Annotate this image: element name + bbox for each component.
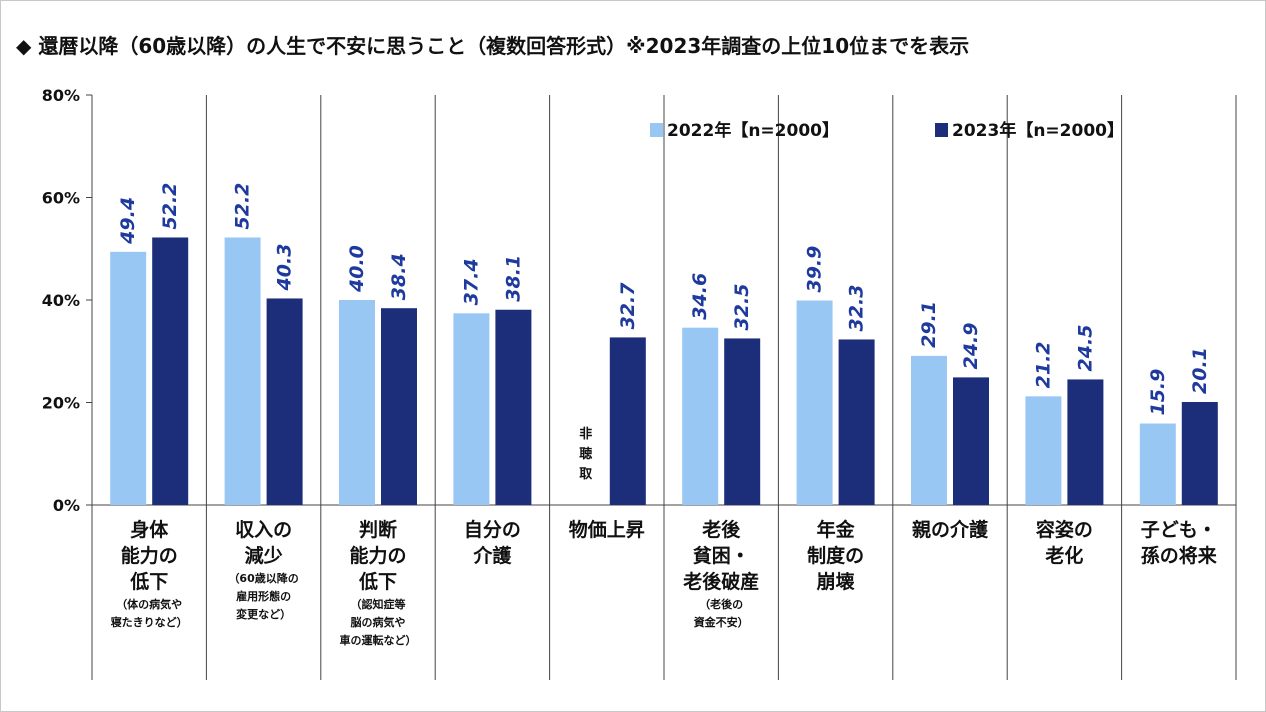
category-label: 制度の [807,544,864,567]
category-label: 崩壊 [817,570,856,593]
category-sublabel: （認知症等 [351,597,406,611]
not-asked-label: 聴 [579,446,592,462]
bar-2022 [110,251,147,505]
y-tick-label: 0% [53,496,80,515]
legend-label: 2023年【n=2000】 [952,120,1124,141]
legend-label: 2022年【n=2000】 [667,120,839,141]
category-label: 能力の [349,544,406,567]
bar-2023 [266,298,303,505]
category-label: 老後破産 [683,570,759,593]
data-label: 52.2 [232,183,254,230]
category-label: 低下 [129,570,168,593]
category-label: 子ども・ [1141,519,1217,541]
bar-2023 [1181,401,1218,505]
bar-2023 [953,377,989,505]
data-label: 49.4 [117,197,139,245]
bar-2022 [1139,423,1176,505]
bar-2022 [224,237,261,505]
data-label: 32.7 [617,282,639,330]
category-sublabel: 資金不安） [694,615,749,629]
category-label: 収入の [235,519,292,541]
bar-2022 [453,313,490,505]
category-label: 年金 [817,518,856,541]
category-label: 判断 [359,518,397,541]
data-label: 40.3 [274,244,296,292]
category-label: 貧困・ [693,544,750,567]
data-label: 39.9 [804,246,826,293]
data-label: 29.1 [918,301,940,348]
data-label: 32.5 [731,284,753,331]
category-label: 物価上昇 [569,518,645,541]
data-label: 24.9 [960,322,982,369]
category-label: 自分の [464,518,521,541]
category-label: 容姿の [1036,518,1093,541]
bar-2022 [1025,396,1062,505]
category-sublabel: 変更など） [236,607,291,621]
bar-2022 [796,300,833,505]
not-asked-label: 非 [579,426,592,442]
y-tick-label: 60% [42,189,80,208]
bar-2023 [381,308,417,505]
category-sublabel: （老後の [699,597,743,611]
category-label: 減少 [245,544,283,567]
bar-2022 [339,300,375,505]
category-sublabel: 雇用形態の [236,589,291,603]
bar-2023 [724,338,761,505]
bar-2022 [682,327,719,505]
not-asked-label: 取 [579,467,593,482]
category-label: 老化 [1045,544,1083,567]
y-tick-label: 20% [42,394,80,413]
category-sublabel: 寝たきりなど） [111,615,188,629]
data-label: 38.1 [502,255,524,302]
y-tick-label: 40% [42,291,80,310]
category-label: 身体 [130,518,169,541]
bar-2023 [838,339,875,505]
bar-2023 [152,237,189,505]
category-sublabel: （60歳以降の [228,571,298,585]
data-label: 20.1 [1189,347,1211,394]
bar-2023 [1067,379,1104,505]
data-label: 40.0 [346,245,368,293]
data-label: 21.2 [1032,341,1054,388]
category-label: 老後 [702,518,741,541]
legend-swatch [935,123,948,137]
data-label: 15.9 [1147,369,1169,416]
category-label: 能力の [121,544,178,567]
category-label: 介護 [472,544,512,567]
category-sublabel: （体の病気や [116,597,182,611]
data-label: 37.4 [460,258,482,305]
category-sublabel: 脳の病気や [351,615,406,629]
y-tick-label: 80% [42,86,80,105]
data-label: 24.5 [1074,325,1096,372]
data-label: 32.3 [846,285,868,332]
data-label: 52.2 [159,183,181,230]
bar-2023 [609,337,646,505]
legend-swatch [650,123,663,137]
category-label: 低下 [358,570,397,593]
chart-title: ◆ 還暦以降（60歳以降）の人生で不安に思うこと（複数回答形式）※2023年調査… [16,34,970,58]
category-label: 孫の将来 [1141,544,1217,567]
bar-2022 [911,355,947,505]
data-label: 38.4 [388,253,410,300]
bar-2023 [495,309,532,505]
data-label: 34.6 [689,273,711,320]
category-sublabel: 車の運転など） [340,633,417,647]
category-label: 親の介護 [912,518,989,541]
